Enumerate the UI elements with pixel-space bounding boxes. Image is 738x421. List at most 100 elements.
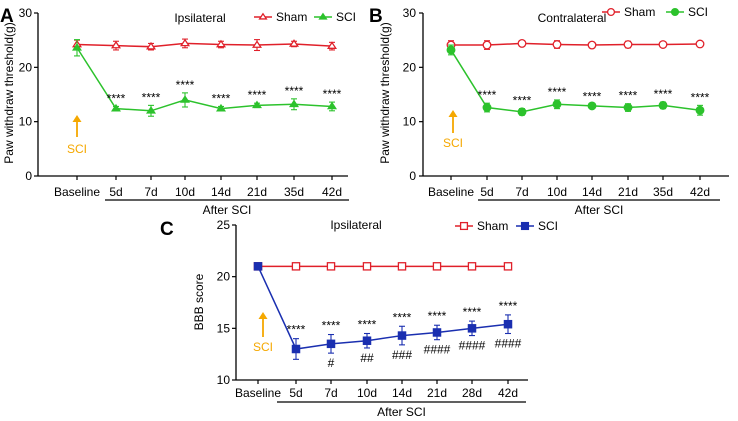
x-tick-label: Baseline bbox=[54, 185, 100, 199]
significance-hashes: ## bbox=[360, 351, 374, 365]
data-point bbox=[467, 324, 477, 333]
y-axis-label: Paw withdraw threshold(g) bbox=[378, 22, 392, 163]
x-tick-label: 10d bbox=[357, 386, 377, 400]
significance-stars: **** bbox=[358, 318, 377, 332]
injury-arrow-head bbox=[72, 115, 82, 122]
data-point bbox=[658, 40, 668, 49]
x-tick-label: 14d bbox=[211, 185, 231, 199]
x-tick-label: 7d bbox=[144, 185, 157, 199]
significance-stars: **** bbox=[323, 87, 342, 101]
legend-label: SCI bbox=[538, 219, 558, 233]
series-line bbox=[451, 42, 701, 46]
data-point bbox=[552, 40, 562, 49]
x-tick-label: 42d bbox=[322, 185, 342, 199]
legend-label: SCI bbox=[688, 5, 708, 19]
y-tick-label: 15 bbox=[217, 321, 231, 335]
y-tick-label: 20 bbox=[403, 60, 417, 74]
data-point bbox=[291, 344, 301, 354]
data-point bbox=[326, 262, 336, 271]
significance-stars: **** bbox=[619, 89, 638, 103]
significance-stars: **** bbox=[691, 90, 710, 104]
y-tick-label: 20 bbox=[19, 60, 33, 74]
x-tick-label: 42d bbox=[498, 386, 518, 400]
data-point bbox=[215, 39, 227, 48]
data-point bbox=[695, 105, 705, 115]
data-point bbox=[145, 106, 157, 114]
legend-label: Sham bbox=[477, 219, 508, 233]
legend-marker bbox=[459, 221, 469, 231]
data-point bbox=[587, 40, 597, 50]
data-point bbox=[288, 99, 300, 108]
x-tick-label: 5d bbox=[289, 386, 302, 400]
x-tick-label: 5d bbox=[109, 185, 122, 199]
injury-annotation: SCI bbox=[67, 142, 87, 156]
significance-stars: **** bbox=[142, 90, 161, 104]
significance-stars: **** bbox=[212, 91, 231, 105]
significance-hashes: ### bbox=[392, 348, 412, 362]
y-tick-label: 10 bbox=[19, 115, 33, 129]
series-sci bbox=[446, 44, 705, 117]
legend-label: Sham bbox=[624, 5, 655, 19]
data-point bbox=[326, 339, 336, 349]
y-tick-label: 30 bbox=[403, 6, 417, 20]
data-point bbox=[397, 331, 407, 340]
x-tick-label: 35d bbox=[284, 185, 304, 199]
data-point bbox=[291, 262, 301, 271]
series-line bbox=[257, 266, 509, 350]
injury-arrow-head bbox=[448, 110, 458, 117]
significance-stars: **** bbox=[583, 89, 602, 103]
significance-stars: **** bbox=[285, 84, 304, 98]
data-point bbox=[326, 101, 338, 110]
significance-stars: **** bbox=[513, 94, 532, 108]
chart-title: Ipsilateral bbox=[174, 11, 225, 25]
series-line bbox=[76, 47, 333, 112]
x-axis-label: After SCI bbox=[575, 203, 624, 217]
significance-hashes: #### bbox=[459, 339, 486, 353]
legend-marker bbox=[606, 7, 616, 17]
data-point bbox=[288, 39, 300, 47]
legend-marker bbox=[670, 7, 680, 17]
chart-panel-a: A 0 10 20 30 Baseline 5d 7d 10d 14d 21d 35d 42d After… bbox=[0, 6, 356, 217]
x-tick-label: 14d bbox=[392, 386, 412, 400]
x-tick-label: Baseline bbox=[428, 185, 474, 199]
data-point bbox=[215, 103, 227, 112]
series-sci bbox=[253, 262, 513, 360]
chart-panel-b: B 0 10 20 30 Baseline 5d 7d 10d 14d 21d 35d 42d After… bbox=[369, 5, 729, 217]
data-point bbox=[517, 107, 527, 117]
x-tick-label: 10d bbox=[175, 185, 195, 199]
data-point bbox=[482, 103, 492, 112]
data-point bbox=[623, 103, 633, 112]
significance-stars: **** bbox=[322, 319, 341, 333]
significance-stars: **** bbox=[287, 323, 306, 337]
y-tick-label: 0 bbox=[409, 169, 416, 183]
data-point bbox=[623, 40, 633, 49]
data-point bbox=[145, 41, 157, 50]
y-tick-label: 10 bbox=[217, 373, 231, 387]
y-tick-label: 0 bbox=[25, 169, 32, 183]
legend-marker bbox=[520, 221, 530, 231]
significance-stars: **** bbox=[548, 85, 567, 99]
data-point bbox=[552, 99, 562, 109]
data-point bbox=[110, 103, 122, 112]
x-tick-label: 21d bbox=[618, 185, 638, 199]
panel-label: C bbox=[160, 219, 174, 240]
data-point bbox=[326, 41, 338, 49]
significance-stars: **** bbox=[499, 299, 518, 313]
x-tick-label: Baseline bbox=[235, 386, 281, 400]
data-point bbox=[446, 45, 456, 55]
significance-hashes: #### bbox=[424, 343, 451, 357]
legend-label: Sham bbox=[276, 10, 307, 24]
data-point bbox=[432, 328, 442, 337]
x-axis-label: After SCI bbox=[203, 203, 252, 217]
data-point bbox=[467, 262, 477, 271]
data-point bbox=[587, 101, 597, 111]
x-tick-label: 21d bbox=[427, 386, 447, 400]
significance-hashes: # bbox=[328, 356, 335, 370]
significance-stars: **** bbox=[654, 87, 673, 101]
legend-marker bbox=[318, 12, 328, 20]
x-tick-label: 7d bbox=[515, 185, 528, 199]
legend-marker bbox=[258, 12, 268, 20]
injury-arrow-head bbox=[258, 312, 268, 319]
data-point bbox=[503, 319, 513, 329]
